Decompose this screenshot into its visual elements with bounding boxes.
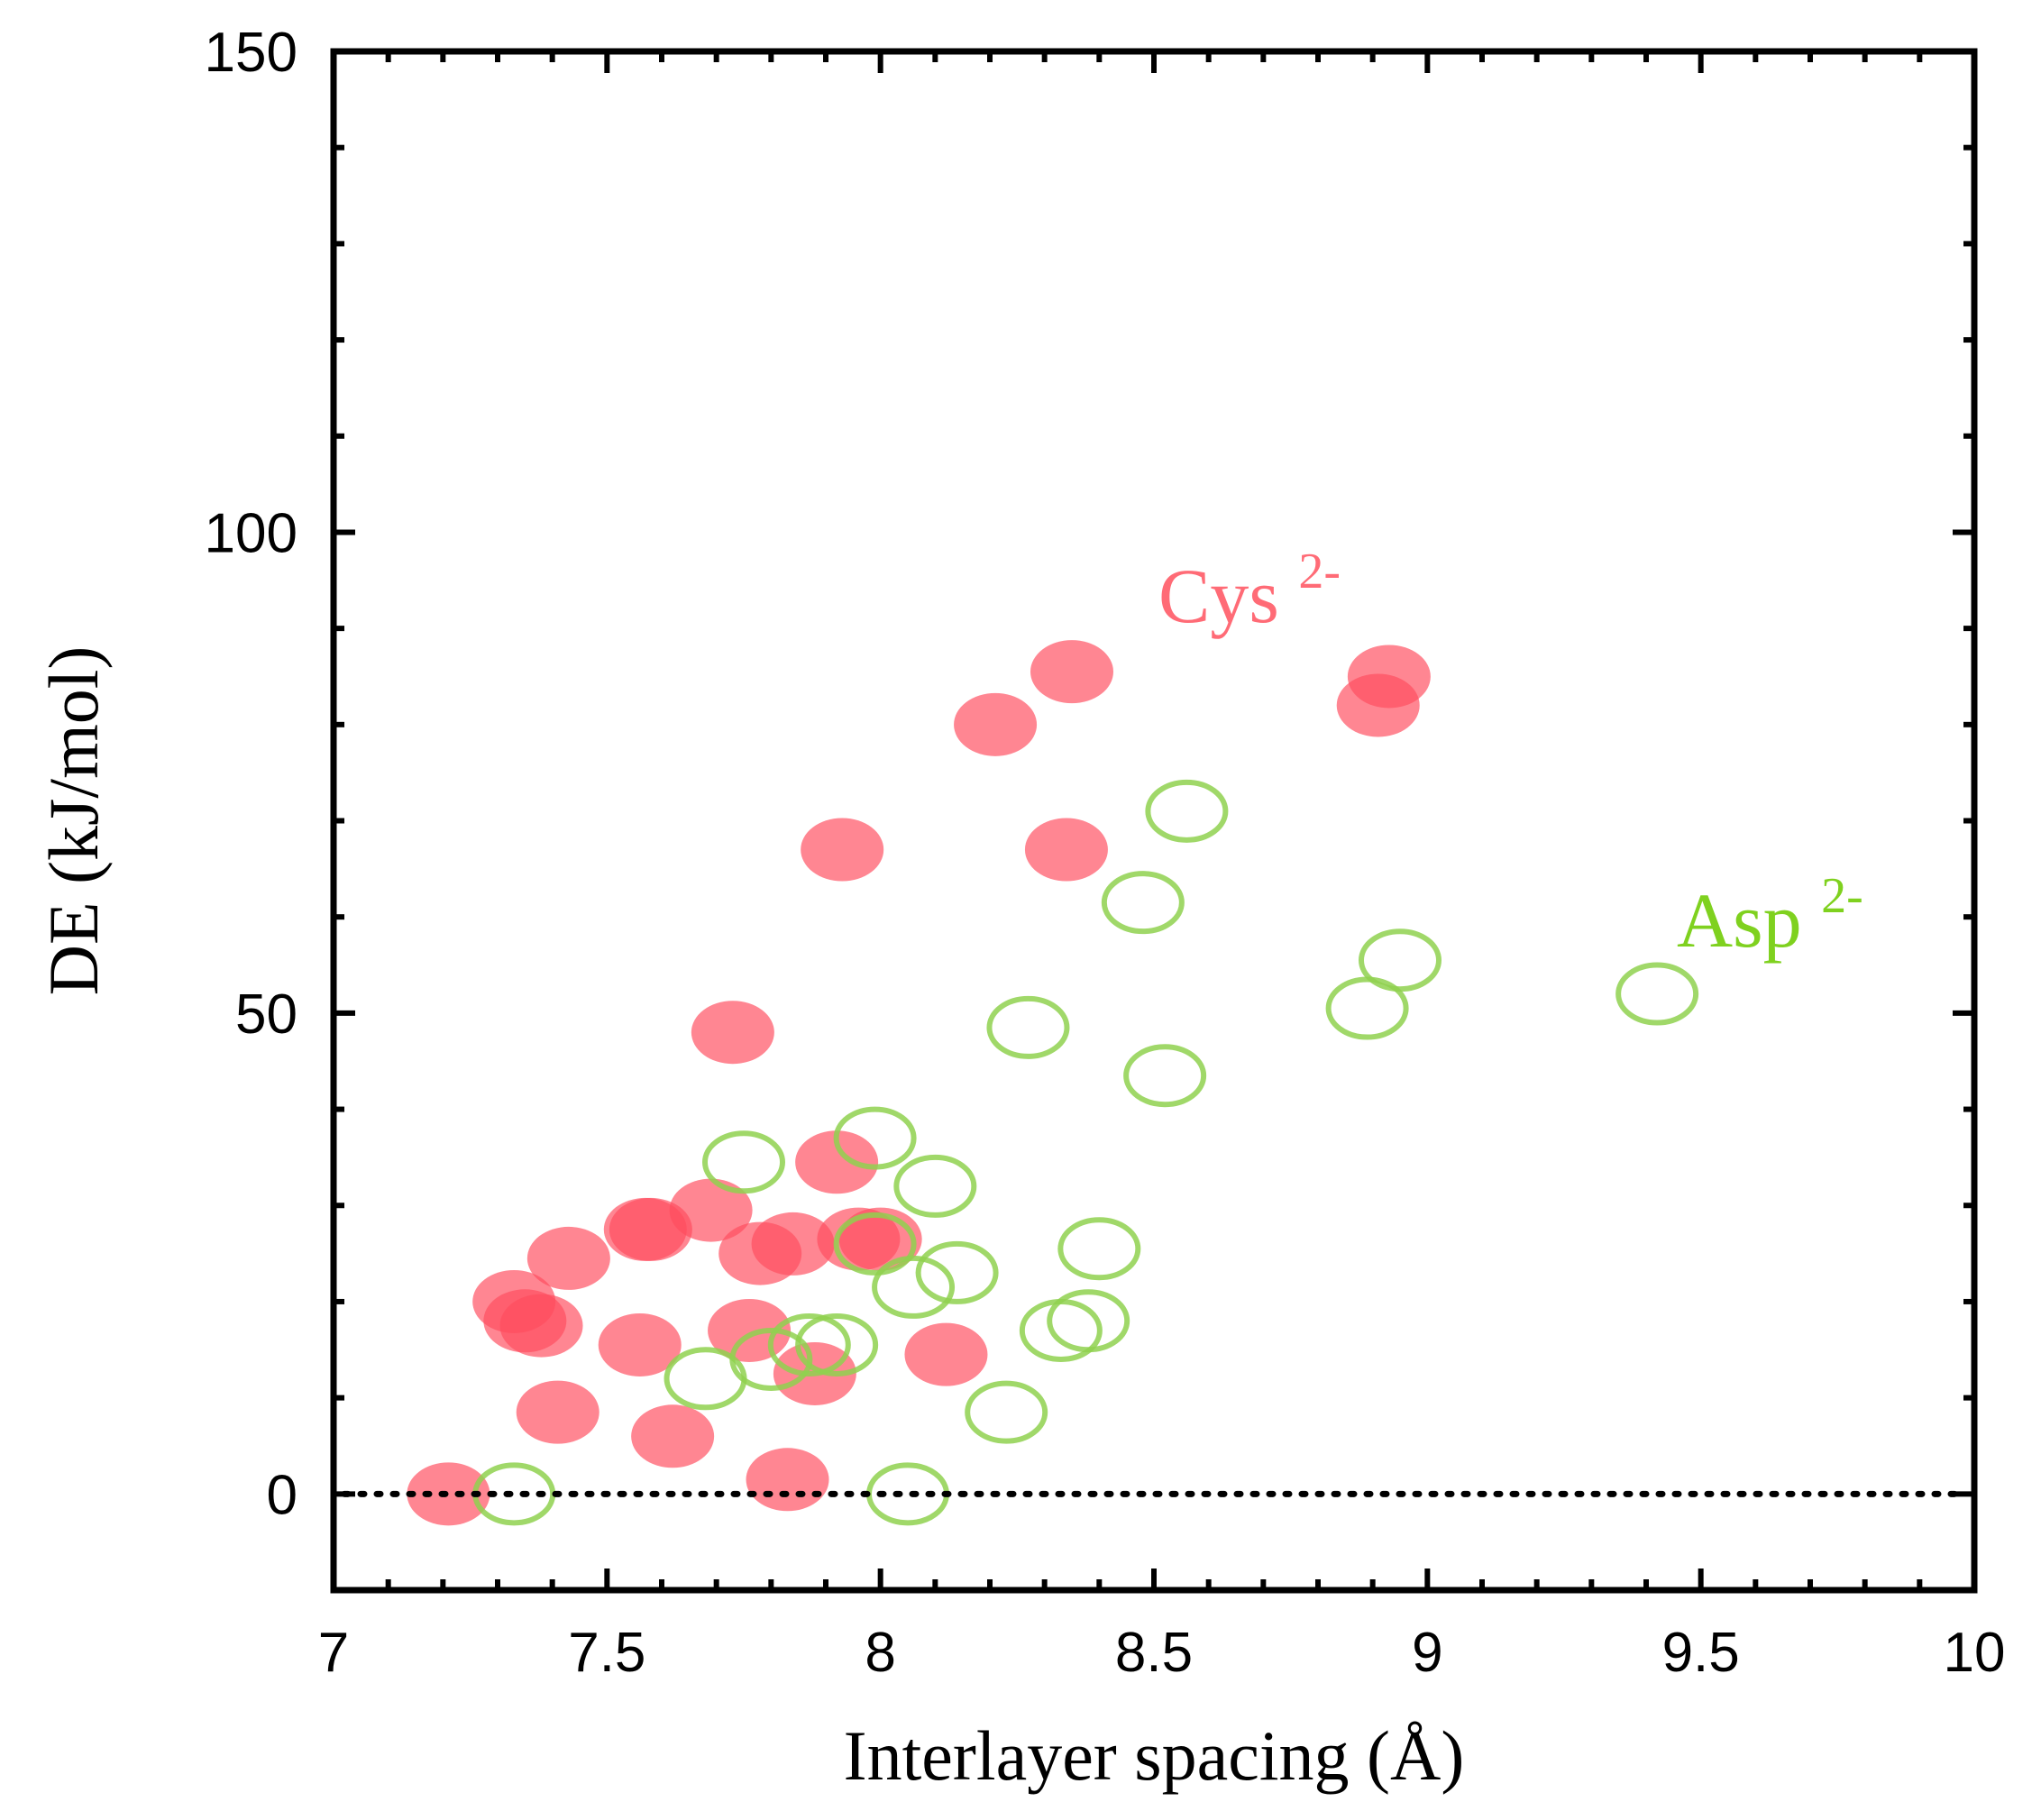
series-cys: [407, 640, 1431, 1526]
asp-data-point: [702, 1130, 785, 1194]
cys-data-point: [691, 1001, 774, 1065]
cys-data-point: [499, 1294, 583, 1358]
x-tick-label: 7.5: [568, 1622, 645, 1684]
cys-label-superscript: 2-: [1298, 544, 1341, 599]
data-points: [407, 640, 1699, 1526]
asp-series-label: Asp 2-: [1677, 868, 1863, 964]
asp-data-point: [965, 1380, 1048, 1444]
asp-data-point: [1359, 928, 1442, 992]
cys-data-point: [631, 1404, 715, 1468]
y-axis-title: DE (kJ/mol): [34, 646, 113, 996]
x-tick-label: 10: [1944, 1622, 2006, 1684]
asp-data-point: [729, 1327, 813, 1391]
cys-data-point: [746, 1448, 829, 1512]
x-tick-label: 8: [865, 1622, 895, 1684]
asp-data-point: [1047, 1289, 1130, 1353]
x-tick-label: 7: [318, 1622, 349, 1684]
y-tick-label: 150: [205, 22, 297, 84]
asp-data-point: [986, 995, 1070, 1059]
series-asp: [472, 779, 1699, 1526]
x-tick-label: 9: [1412, 1622, 1442, 1684]
asp-data-point: [833, 1212, 917, 1276]
asp-data-point: [915, 1240, 999, 1304]
x-tick-label: 8.5: [1115, 1622, 1193, 1684]
cys-data-point: [801, 818, 884, 882]
cys-label-main: Cys: [1158, 553, 1279, 639]
asp-label-main: Asp: [1677, 877, 1802, 964]
x-tick-label: 9.5: [1662, 1622, 1740, 1684]
asp-data-point: [1123, 1044, 1207, 1108]
cys-data-point: [1347, 645, 1431, 709]
cys-data-point: [516, 1380, 599, 1444]
cys-series-label: Cys 2-: [1158, 544, 1341, 639]
asp-data-point: [893, 1154, 977, 1218]
x-axis-title: Interlayer spacing (Å): [844, 1716, 1465, 1795]
asp-data-point: [872, 1255, 956, 1319]
asp-data-point: [1101, 871, 1185, 935]
cys-data-point: [904, 1322, 988, 1386]
asp-data-point: [833, 1106, 917, 1170]
plot-frame: [330, 48, 1978, 1594]
asp-label-superscript: 2-: [1821, 868, 1863, 924]
cys-data-point: [598, 1312, 682, 1376]
asp-data-point: [1057, 1217, 1141, 1281]
cys-data-point: [954, 692, 1038, 756]
asp-data-point: [1615, 962, 1699, 1026]
cys-data-point: [1024, 818, 1108, 882]
cys-data-point: [526, 1226, 610, 1290]
y-tick-label: 0: [267, 1464, 297, 1526]
axis-ticks: [334, 51, 1974, 1590]
y-tick-label: 100: [205, 502, 297, 564]
cys-data-point: [795, 1130, 879, 1194]
asp-data-point: [767, 1312, 851, 1376]
asp-data-point: [1145, 779, 1229, 843]
cys-data-point: [751, 1212, 835, 1276]
asp-data-point: [795, 1312, 879, 1376]
cys-data-point: [1030, 640, 1113, 704]
cys-data-point: [669, 1178, 753, 1242]
y-tick-label: 50: [235, 983, 297, 1046]
